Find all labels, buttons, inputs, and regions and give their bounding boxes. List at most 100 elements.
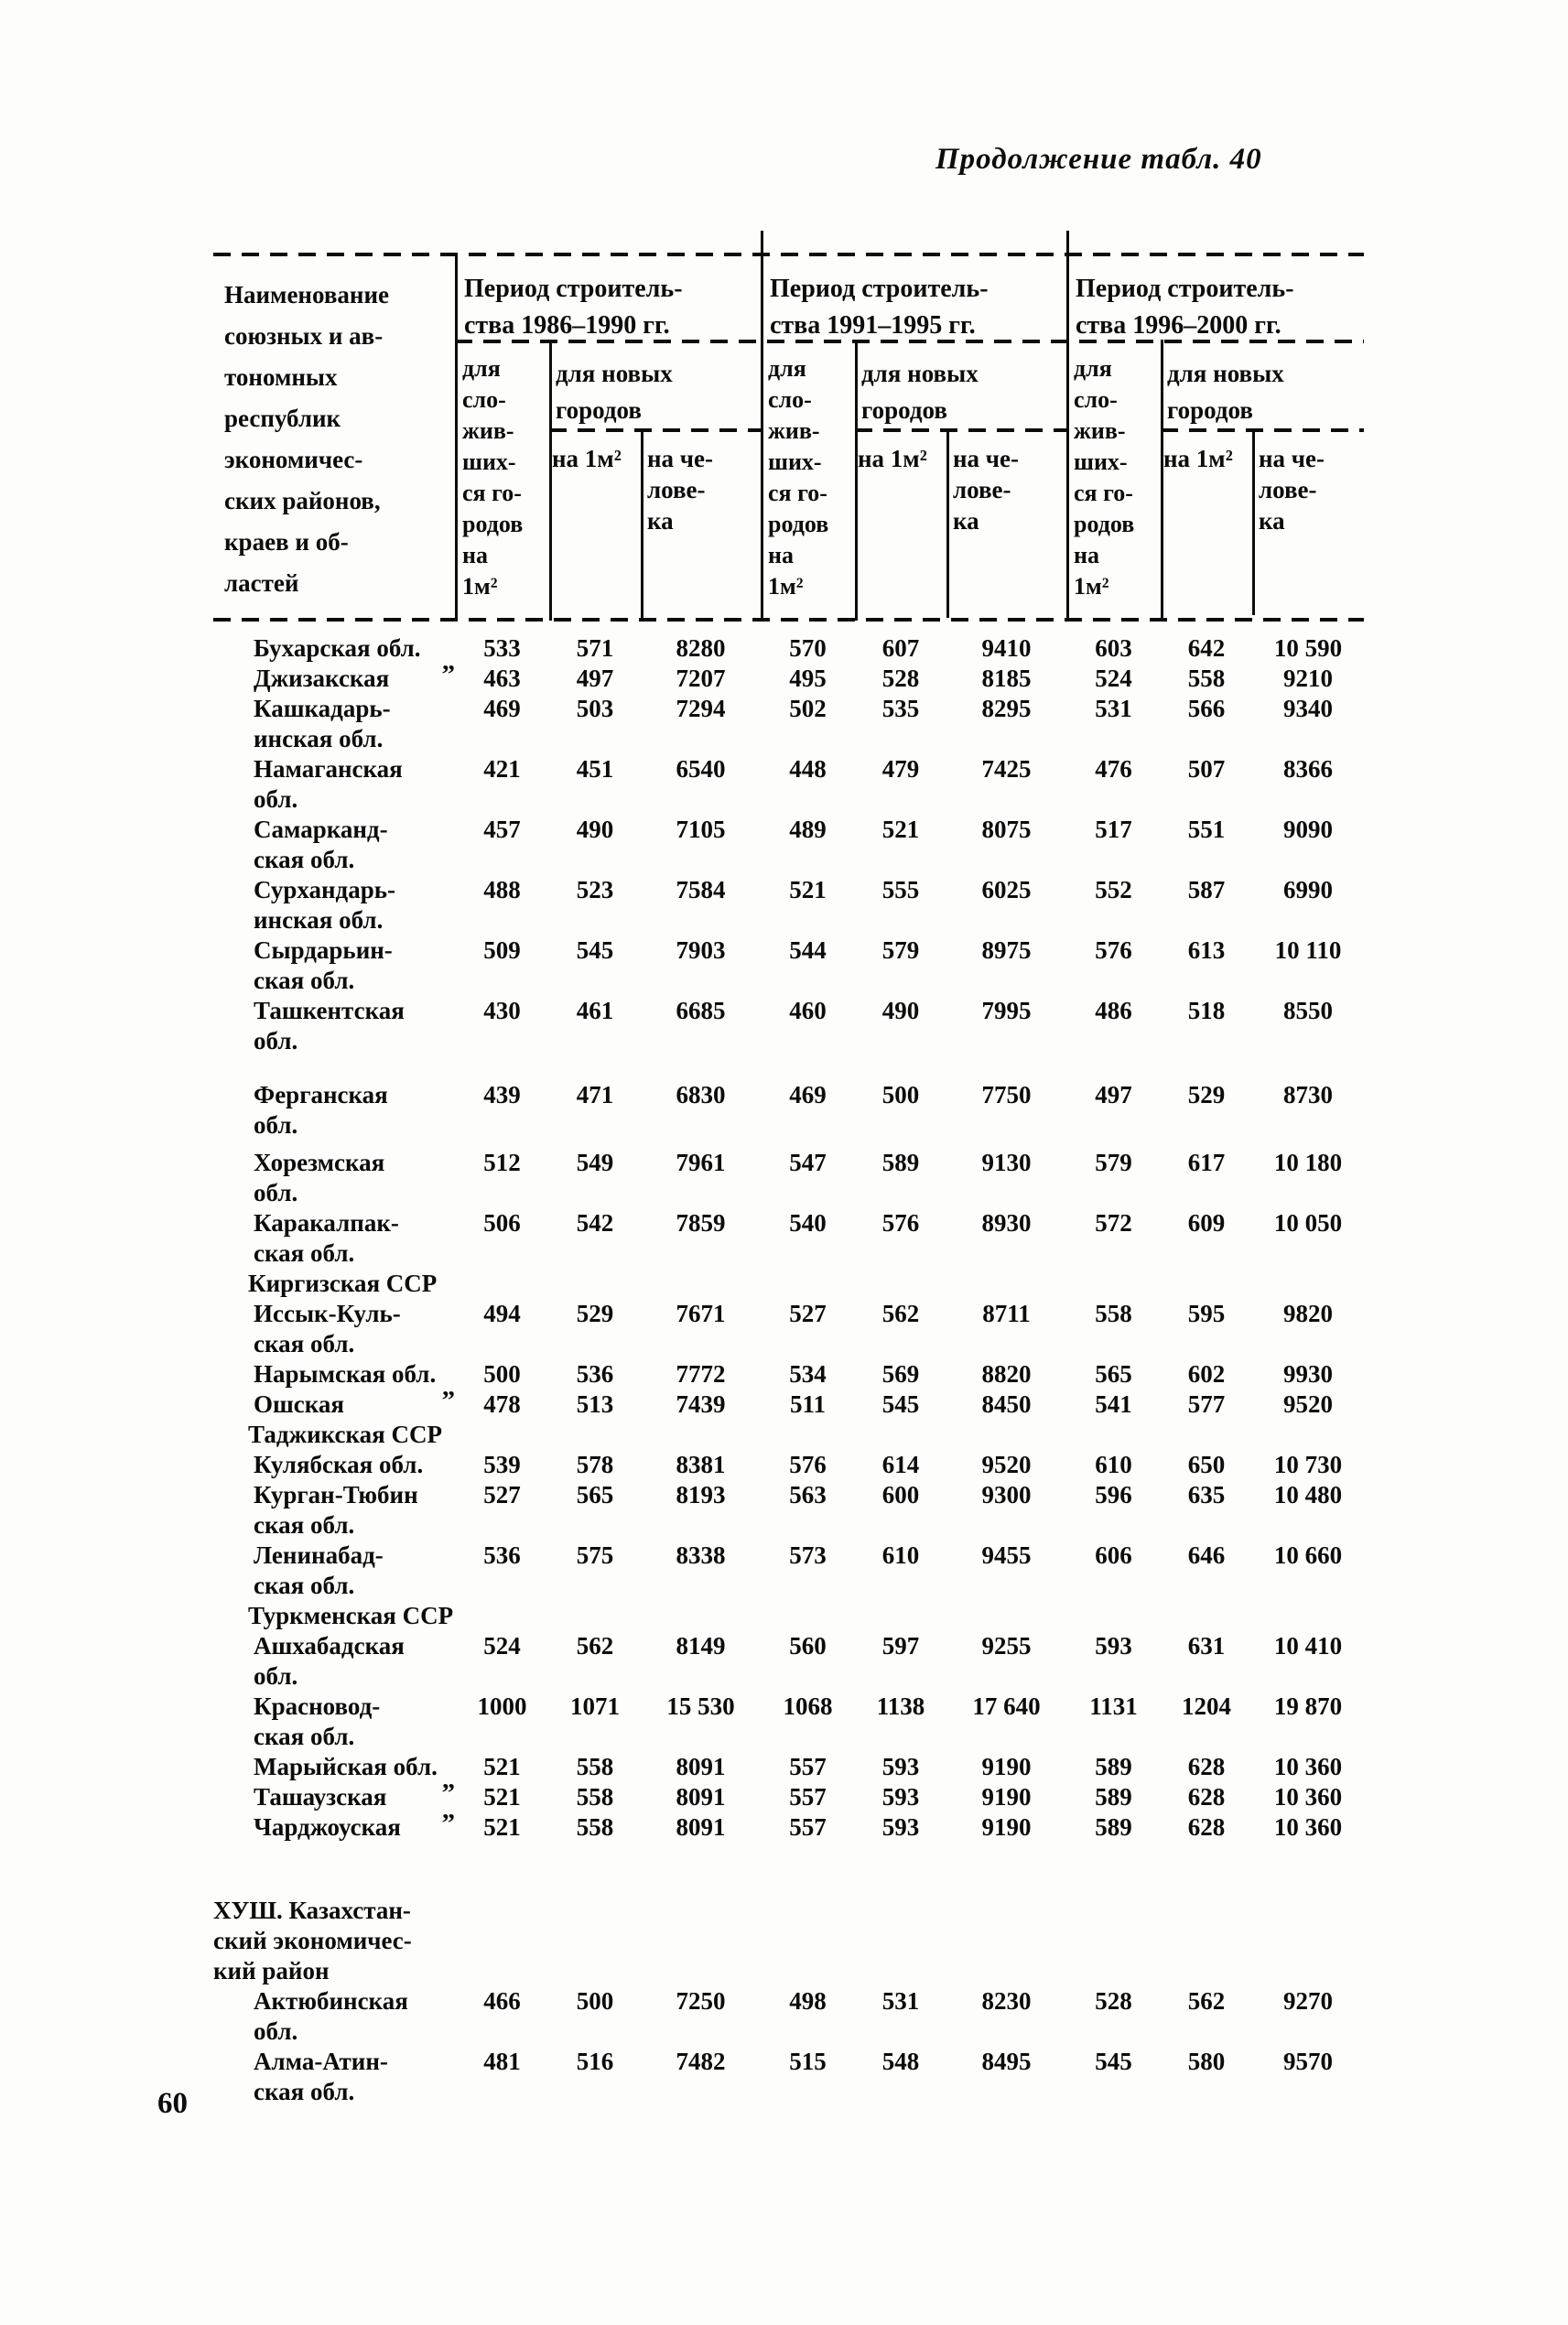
value-cell: 628 bbox=[1187, 1783, 1226, 1811]
value-cell: 593 bbox=[881, 1813, 920, 1841]
header-new-cities-2: для новых городов bbox=[861, 360, 979, 424]
value-cell: 521 bbox=[483, 1783, 521, 1811]
value-cell: 521 bbox=[789, 876, 827, 903]
region-name: Ташаузская bbox=[254, 1783, 387, 1811]
value-cell: 8280 bbox=[676, 634, 726, 662]
value-cell: 551 bbox=[1187, 816, 1226, 843]
table-continuation-title: Продолжение табл. 40 bbox=[935, 143, 1262, 176]
value-cell: 9520 bbox=[1283, 1390, 1333, 1418]
value-cell: 524 bbox=[483, 1632, 521, 1660]
region-name: Ашхабадская обл. bbox=[254, 1632, 405, 1690]
table-row: Самарканд- ская обл. 457 490 7105 489 521 8075… bbox=[213, 815, 1364, 875]
ditto-mark: ” bbox=[441, 1779, 456, 1808]
value-cell: 9570 bbox=[1283, 2048, 1333, 2075]
value-cell: 10 360 bbox=[1273, 1753, 1343, 1780]
value-cell: 1068 bbox=[783, 1692, 833, 1720]
vertical-rule-group-2-3 bbox=[1066, 231, 1069, 621]
region-name: Каракалпак- ская обл. bbox=[254, 1209, 399, 1267]
header-new-cities-1: для новых городов bbox=[556, 360, 673, 424]
value-cell: 8075 bbox=[981, 816, 1032, 843]
value-cell: 516 bbox=[576, 2048, 614, 2075]
value-cell: 531 bbox=[881, 1987, 920, 2015]
value-cell: 527 bbox=[789, 1300, 827, 1327]
region-name: Марыйская обл. bbox=[254, 1753, 438, 1780]
value-cell: 1071 bbox=[570, 1692, 620, 1720]
table-header: Наименование союзных и ав- тономных респ… bbox=[213, 231, 1364, 622]
value-cell: 589 bbox=[1095, 1783, 1132, 1811]
value-cell: 8366 bbox=[1283, 755, 1333, 783]
value-cell: 8820 bbox=[981, 1360, 1032, 1388]
value-cell: 495 bbox=[789, 665, 827, 692]
value-cell: 521 bbox=[483, 1813, 521, 1841]
table-row: Иссык-Куль- ская обл. 494 529 7671 527 562 871… bbox=[213, 1299, 1364, 1359]
value-cell: 466 bbox=[483, 1987, 521, 2015]
value-cell: 573 bbox=[789, 1541, 827, 1569]
value-cell: 9300 bbox=[981, 1481, 1032, 1509]
value-cell: 534 bbox=[789, 1360, 827, 1388]
value-cell: 500 bbox=[483, 1360, 521, 1388]
value-cell: 566 bbox=[1187, 695, 1226, 722]
vertical-rule-inner-b2 bbox=[946, 428, 949, 618]
section-title: Киргизская ССР bbox=[213, 1269, 1364, 1299]
value-cell: 572 bbox=[1095, 1209, 1132, 1237]
value-cell: 558 bbox=[1095, 1300, 1132, 1327]
table-row: Чарджоуская ” 521 558 8091 557 593 9190 589 628 10… bbox=[213, 1809, 1364, 1843]
vertical-rule-group-1-2 bbox=[761, 231, 763, 621]
section-title: Туркменская ССР bbox=[213, 1601, 1364, 1631]
region-name: Чарджоуская bbox=[254, 1813, 401, 1841]
value-cell: 10 730 bbox=[1273, 1451, 1343, 1478]
value-cell: 603 bbox=[1095, 634, 1132, 662]
value-cell: 560 bbox=[789, 1632, 827, 1660]
value-cell: 460 bbox=[789, 997, 827, 1024]
region-name: ХУШ. Казахстан- ский экономичес- кий рай… bbox=[213, 1897, 412, 1984]
vertical-rule-inner-b1 bbox=[641, 428, 643, 618]
value-cell: 524 bbox=[1095, 665, 1132, 692]
value-cell: 558 bbox=[576, 1753, 614, 1780]
value-cell: 509 bbox=[483, 936, 521, 964]
table-row: Бухарская обл. 533 571 8280 570 607 9410 603 642… bbox=[213, 633, 1364, 664]
value-cell: 8230 bbox=[981, 1987, 1032, 2015]
section-row: Киргизская ССР bbox=[213, 1269, 1364, 1299]
value-cell: 1204 bbox=[1182, 1692, 1231, 1720]
value-cell: 469 bbox=[789, 1081, 827, 1108]
value-cell: 490 bbox=[576, 816, 614, 843]
value-cell: 565 bbox=[576, 1481, 614, 1509]
value-cell: 562 bbox=[576, 1632, 614, 1660]
table-row: Алма-Атин- ская обл. 481 516 7482 515 548 8495… bbox=[213, 2047, 1364, 2107]
value-cell: 9930 bbox=[1283, 1360, 1333, 1388]
value-cell: 515 bbox=[789, 2048, 827, 2075]
value-cell: 576 bbox=[789, 1451, 827, 1478]
value-cell: 1000 bbox=[477, 1692, 527, 1720]
value-cell: 9270 bbox=[1283, 1987, 1333, 2015]
value-cell: 528 bbox=[881, 665, 920, 692]
value-cell: 6990 bbox=[1283, 876, 1333, 903]
value-cell: 9520 bbox=[981, 1451, 1032, 1478]
value-cell: 535 bbox=[881, 695, 920, 722]
value-cell: 439 bbox=[483, 1081, 521, 1108]
value-cell: 563 bbox=[789, 1481, 827, 1509]
value-cell: 448 bbox=[789, 755, 827, 783]
region-name: Джизакская bbox=[254, 665, 390, 692]
region-name-cell: Сырдарьин- ская обл. bbox=[213, 935, 455, 996]
value-cell: 527 bbox=[483, 1481, 521, 1509]
value-cell: 521 bbox=[483, 1753, 521, 1780]
header-period-1991-1995: Период строитель- ства 1991–1995 гг. bbox=[770, 275, 989, 340]
value-cell: 481 bbox=[483, 2048, 521, 2075]
value-cell: 555 bbox=[881, 876, 920, 903]
value-cell: 545 bbox=[1095, 2048, 1132, 2075]
vertical-rule-name-column bbox=[455, 253, 458, 621]
value-cell: 503 bbox=[576, 695, 614, 722]
header-new-cities-3: для новых городов bbox=[1167, 360, 1284, 424]
value-cell: 7859 bbox=[676, 1209, 726, 1237]
value-cell: 10 050 bbox=[1273, 1209, 1343, 1237]
value-cell: 579 bbox=[881, 936, 920, 964]
table-body: Бухарская обл. 533 571 8280 570 607 9410 603 642… bbox=[213, 633, 1364, 2107]
value-cell: 617 bbox=[1187, 1149, 1226, 1176]
header-name-column: Наименование союзных и ав- тономных респ… bbox=[224, 281, 389, 597]
value-cell: 533 bbox=[483, 634, 521, 662]
value-cell: 10 410 bbox=[1273, 1632, 1343, 1660]
value-cell: 628 bbox=[1187, 1753, 1226, 1780]
value-cell: 536 bbox=[576, 1360, 614, 1388]
table-row: Хорезмская обл. 512 549 7961 547 589 9130 579 61… bbox=[213, 1148, 1364, 1208]
table-row: Красновод- ская обл. 1000 1071 15 530 1068 11… bbox=[213, 1692, 1364, 1752]
